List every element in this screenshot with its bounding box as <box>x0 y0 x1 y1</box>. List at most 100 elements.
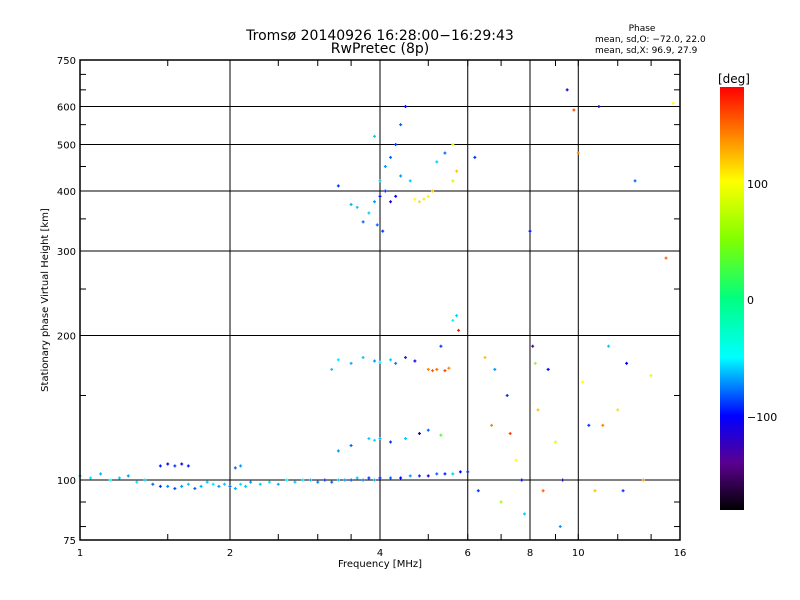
data-point <box>108 478 112 482</box>
data-point <box>520 478 524 482</box>
data-point <box>378 194 382 198</box>
data-point <box>541 489 545 493</box>
data-point <box>536 408 540 412</box>
data-point <box>126 474 130 478</box>
data-point <box>367 211 371 215</box>
data-point <box>408 474 412 478</box>
data-point <box>349 202 353 206</box>
data-point <box>422 197 426 201</box>
data-point <box>671 101 675 105</box>
data-point <box>151 482 155 486</box>
data-point <box>205 480 209 484</box>
data-point <box>499 500 503 504</box>
x-tick-label: 6 <box>465 548 471 559</box>
data-point <box>581 380 585 384</box>
data-point <box>426 474 430 478</box>
data-point <box>572 108 576 112</box>
data-point <box>403 437 407 441</box>
data-point <box>173 464 177 468</box>
data-point <box>166 484 170 488</box>
data-point <box>664 256 668 260</box>
data-point <box>389 200 393 204</box>
data-point <box>373 478 377 482</box>
x-axis-label: Frequency [MHz] <box>338 559 422 570</box>
y-tick-label: 200 <box>57 332 76 343</box>
data-point <box>367 437 371 441</box>
data-point <box>233 487 237 491</box>
y-tick-label: 75 <box>63 536 76 547</box>
data-point <box>417 474 421 478</box>
y-tick-label: 500 <box>57 141 76 152</box>
data-point <box>443 151 447 155</box>
data-point <box>389 358 393 362</box>
data-point <box>439 344 443 348</box>
data-point <box>186 464 190 468</box>
data-point <box>431 189 435 193</box>
data-point <box>193 487 197 491</box>
data-point <box>143 478 147 482</box>
data-point <box>249 480 253 484</box>
x-tick-label: 2 <box>227 548 233 559</box>
data-point <box>343 478 347 482</box>
data-point <box>276 482 280 486</box>
data-point <box>439 433 443 437</box>
data-point <box>413 359 417 363</box>
data-point <box>373 359 377 363</box>
data-point <box>383 189 387 193</box>
data-point <box>323 478 327 482</box>
data-point <box>455 169 459 173</box>
data-point <box>558 525 562 529</box>
data-point <box>99 472 103 476</box>
data-point <box>417 432 421 436</box>
x-tick-label: 4 <box>377 548 383 559</box>
colorbar <box>720 87 744 510</box>
data-point <box>523 512 527 516</box>
data-point <box>451 472 455 476</box>
data-point <box>378 476 382 480</box>
y-tick-label: 100 <box>57 476 76 487</box>
data-point <box>180 484 184 488</box>
stats-x: mean, sd,X: 96.9, 27.9 <box>595 46 698 56</box>
colorbar-tick-100: 100 <box>747 178 768 191</box>
data-point <box>451 179 455 183</box>
chart-title: Tromsø 20140926 16:28:00−16:29:43 <box>245 28 514 44</box>
data-point <box>158 484 162 488</box>
data-point <box>389 476 393 480</box>
data-point <box>587 423 591 427</box>
data-point <box>186 482 190 486</box>
data-point <box>378 360 382 364</box>
data-point <box>233 466 237 470</box>
data-point <box>466 470 470 474</box>
colorbar-tick-minus100: −100 <box>747 411 777 424</box>
data-point <box>431 369 435 373</box>
data-point <box>389 440 393 444</box>
data-point <box>199 484 203 488</box>
stats-heading: Phase <box>629 24 656 34</box>
data-point <box>267 480 271 484</box>
data-point <box>239 464 243 468</box>
data-point <box>508 432 512 436</box>
data-point <box>426 367 430 371</box>
data-point <box>258 482 262 486</box>
data-point <box>458 470 462 474</box>
data-point <box>399 476 403 480</box>
data-point <box>330 480 334 484</box>
data-point <box>417 200 421 204</box>
data-point <box>399 174 403 178</box>
data-point <box>361 220 365 224</box>
data-point <box>89 476 93 480</box>
data-point <box>293 480 297 484</box>
data-point <box>349 361 353 365</box>
data-point <box>336 449 340 453</box>
data-point <box>394 194 398 198</box>
data-point <box>476 489 480 493</box>
y-axis-label: Stationary phase Virtual Height [km] <box>40 208 51 392</box>
data-point <box>533 361 537 365</box>
data-point <box>607 344 611 348</box>
data-point <box>316 480 320 484</box>
data-point <box>378 437 382 441</box>
data-point <box>336 478 340 482</box>
data-point <box>375 223 379 227</box>
data-point <box>355 205 359 209</box>
